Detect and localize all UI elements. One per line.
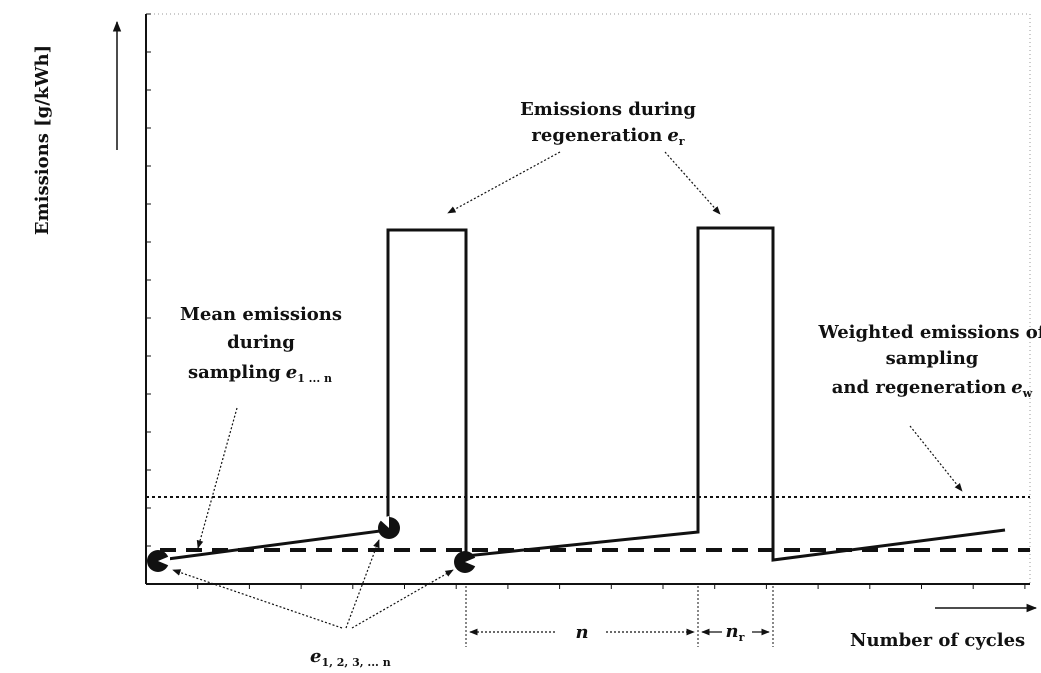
regen-arrow-right bbox=[664, 151, 721, 215]
weighted-var: e bbox=[1011, 377, 1022, 398]
measurement-point-notch bbox=[379, 516, 389, 528]
regen-arrow-left bbox=[447, 151, 561, 214]
measurement-point-notch bbox=[158, 556, 170, 566]
mean-arrow bbox=[196, 407, 238, 549]
n-label: n bbox=[575, 622, 588, 643]
measurement-points bbox=[147, 516, 477, 573]
y-axis-label: Emissions [g/kWh] bbox=[32, 45, 53, 235]
nr-var: n bbox=[726, 621, 739, 642]
weighted-arrow bbox=[909, 425, 963, 492]
regen-label-line1: Emissions during bbox=[520, 99, 696, 120]
points-sub: 1, 2, 3, ... n bbox=[321, 656, 390, 669]
regen-label-line2: regeneration er bbox=[531, 125, 684, 148]
points-var: e bbox=[310, 646, 321, 667]
weighted-label-line3: and regeneration ew bbox=[832, 377, 1033, 400]
points-arrow-1 bbox=[172, 569, 343, 629]
regen-var: e bbox=[667, 125, 678, 146]
mean-label-text: sampling bbox=[188, 362, 281, 383]
plot-frame bbox=[145, 13, 1031, 585]
x-axis-ticks bbox=[197, 584, 1026, 589]
measurement-point-notch bbox=[465, 557, 477, 567]
x-axis-label: Number of cycles bbox=[850, 630, 1025, 651]
nr-label: nr bbox=[726, 621, 745, 644]
mean-sub: 1 ... n bbox=[297, 372, 332, 385]
points-label: e1, 2, 3, ... n bbox=[310, 646, 391, 669]
y-axis-ticks bbox=[146, 13, 151, 547]
mean-label-line1: Mean emissions bbox=[180, 304, 342, 325]
cycle-span-markers bbox=[465, 586, 774, 647]
regen-sub: r bbox=[679, 135, 685, 148]
weighted-sub: w bbox=[1022, 387, 1033, 400]
emission-trace bbox=[159, 226, 1006, 562]
regen-label-text: regeneration bbox=[531, 125, 662, 146]
mean-label-line3: sampling e1 ... n bbox=[188, 362, 332, 385]
nr-sub: r bbox=[739, 631, 745, 644]
weighted-label-line1: Weighted emissions of bbox=[817, 322, 1041, 343]
mean-var: e bbox=[286, 362, 297, 383]
weighted-label-line2: sampling bbox=[886, 348, 979, 369]
weighted-label-text: and regeneration bbox=[832, 377, 1007, 398]
mean-label-line2: during bbox=[227, 332, 295, 353]
points-arrow-3 bbox=[351, 569, 454, 629]
